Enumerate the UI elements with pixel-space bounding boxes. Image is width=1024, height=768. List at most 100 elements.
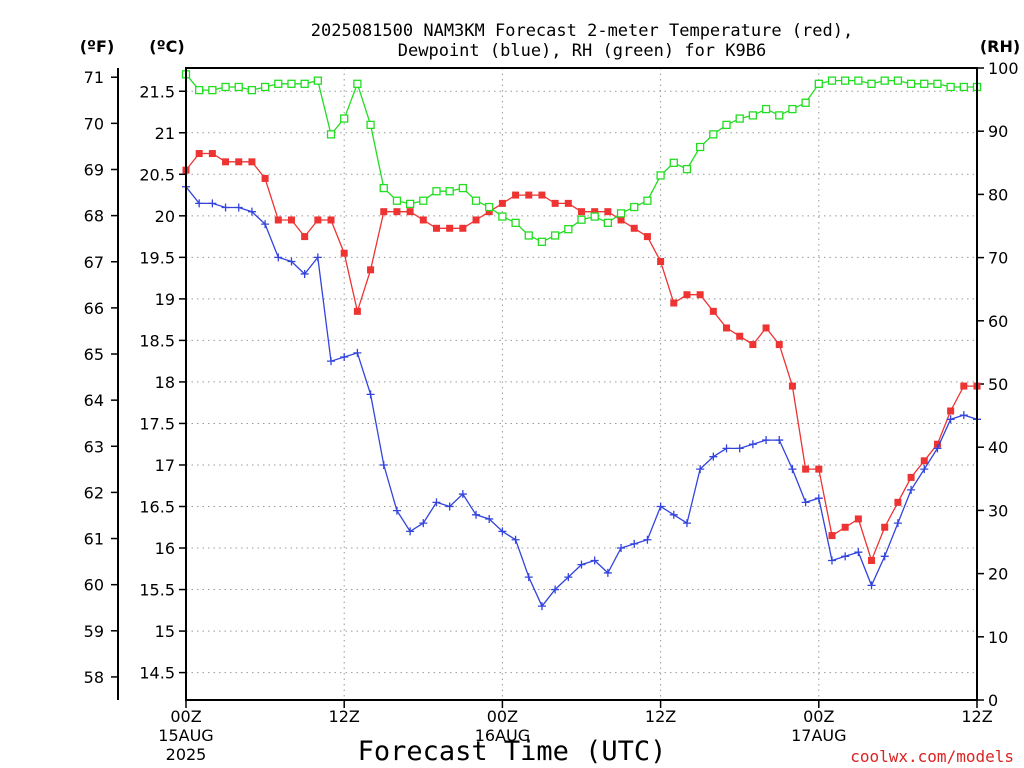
- dewpoint-point: [261, 220, 270, 229]
- rh-tick-label: 50: [988, 375, 1008, 394]
- celsius-tick-label: 20: [155, 207, 175, 226]
- dewpoint-point: [841, 552, 850, 561]
- relative-humidity-point: [353, 79, 362, 88]
- relative-humidity-point: [405, 199, 415, 209]
- dewpoint-point: [208, 199, 217, 208]
- relative-humidity-point: [537, 237, 547, 246]
- dewpoint-point: [827, 556, 836, 565]
- rh-tick-label: 10: [988, 628, 1008, 647]
- relative-humidity-point: [234, 82, 243, 92]
- relative-humidity-point: [432, 187, 441, 196]
- time-tick-date: 17AUG: [791, 726, 846, 745]
- relative-humidity-point: [959, 82, 968, 92]
- relative-humidity-point: [669, 158, 678, 167]
- dewpoint-point: [340, 353, 349, 362]
- dewpoint-point: [313, 253, 322, 262]
- celsius-tick-label: 21: [155, 124, 175, 143]
- temperature-point: [195, 150, 203, 158]
- dewpoint-point: [485, 514, 494, 523]
- relative-humidity-point: [471, 196, 481, 205]
- temperature-point: [907, 473, 915, 481]
- dewpoint-point: [274, 253, 283, 262]
- temperature-point: [367, 266, 375, 274]
- relative-humidity-point: [946, 82, 955, 92]
- temperature-point: [446, 224, 454, 232]
- relative-humidity-point: [445, 187, 454, 196]
- celsius-tick-label: 16: [155, 539, 175, 558]
- temperature-point: [578, 208, 585, 216]
- temperature-point: [591, 208, 599, 216]
- temperature-point: [802, 465, 810, 473]
- celsius-tick-label: 14.5: [139, 664, 175, 683]
- chart-subtitle: Dewpoint (blue), RH (green) for K9B6: [398, 41, 766, 61]
- relative-humidity-point: [419, 196, 428, 205]
- dewpoint-line: [185, 186, 978, 608]
- chart-title: 2025081500 NAM3KM Forecast 2-meter Tempe…: [311, 21, 853, 41]
- relative-humidity-point: [287, 79, 296, 88]
- relative-humidity-point: [696, 142, 705, 152]
- temperature-point: [208, 150, 216, 158]
- dewpoint-point: [590, 556, 599, 565]
- relative-humidity-point: [511, 218, 520, 227]
- temperature-point: [261, 174, 269, 182]
- dewpoint-point: [880, 552, 889, 561]
- time-tick-date: 16AUG: [475, 726, 530, 745]
- rh-tick-label: 0: [988, 691, 998, 710]
- temperature-point: [947, 407, 955, 415]
- temperature-point: [657, 258, 665, 266]
- celsius-tick-label: 15.5: [139, 581, 175, 600]
- dewpoint-point: [551, 585, 560, 594]
- dewpoint-point: [801, 498, 810, 507]
- celsius-tick-label: 16.5: [139, 497, 175, 516]
- temperature-point: [630, 224, 638, 232]
- fahrenheit-tick-label: 65: [84, 345, 104, 364]
- dewpoint-point: [748, 440, 757, 449]
- dewpoint-point: [920, 465, 929, 474]
- dewpoint-point: [709, 452, 718, 461]
- fahrenheit-tick-label: 60: [84, 576, 104, 595]
- temperature-point: [459, 224, 467, 232]
- relative-humidity-point: [643, 196, 652, 205]
- temperature-point: [472, 216, 480, 224]
- temperature-point: [406, 208, 414, 216]
- relative-humidity-point: [550, 231, 560, 240]
- relative-humidity-point: [722, 120, 731, 130]
- dewpoint-point: [472, 510, 481, 519]
- dewpoint-point: [893, 519, 902, 528]
- relative-humidity-point: [841, 76, 850, 85]
- dewpoint-point: [300, 269, 309, 278]
- relative-humidity-point: [392, 196, 402, 205]
- plot-frame: [185, 67, 978, 701]
- dewpoint-point: [458, 490, 467, 499]
- relative-humidity-point: [630, 202, 639, 212]
- relative-humidity-point: [656, 171, 665, 180]
- relative-humidity-point: [788, 104, 797, 114]
- relative-humidity-point: [221, 82, 230, 92]
- dewpoint-point: [669, 510, 678, 519]
- relative-humidity-point: [709, 130, 718, 139]
- fahrenheit-tick-label: 70: [84, 114, 104, 133]
- temperature-point: [894, 498, 902, 506]
- relative-humidity-point: [326, 130, 336, 139]
- relative-humidity-point: [577, 215, 586, 224]
- celsius-tick-label: 17.5: [139, 414, 175, 433]
- rh-tick-label: 70: [988, 249, 1008, 268]
- temperature-point: [881, 523, 889, 531]
- temperature-point: [868, 556, 876, 564]
- relative-humidity-point: [590, 212, 599, 221]
- relative-humidity-point: [748, 111, 758, 120]
- celsius-tick-label: 17: [155, 456, 175, 475]
- dewpoint-point: [221, 203, 230, 212]
- rh-tick-label: 20: [988, 565, 1008, 584]
- relative-humidity-point: [458, 183, 468, 193]
- dewpoint-point: [946, 415, 955, 424]
- temperature-point: [551, 199, 559, 207]
- relative-humidity-point: [814, 79, 823, 88]
- relative-humidity-point: [366, 120, 375, 130]
- dewpoint-point: [524, 573, 533, 582]
- temperature-point: [235, 158, 243, 166]
- relative-humidity-point: [379, 183, 388, 193]
- rh-tick-label: 40: [988, 438, 1008, 457]
- dewpoint-point: [327, 357, 336, 366]
- fahrenheit-tick-label: 62: [84, 483, 104, 502]
